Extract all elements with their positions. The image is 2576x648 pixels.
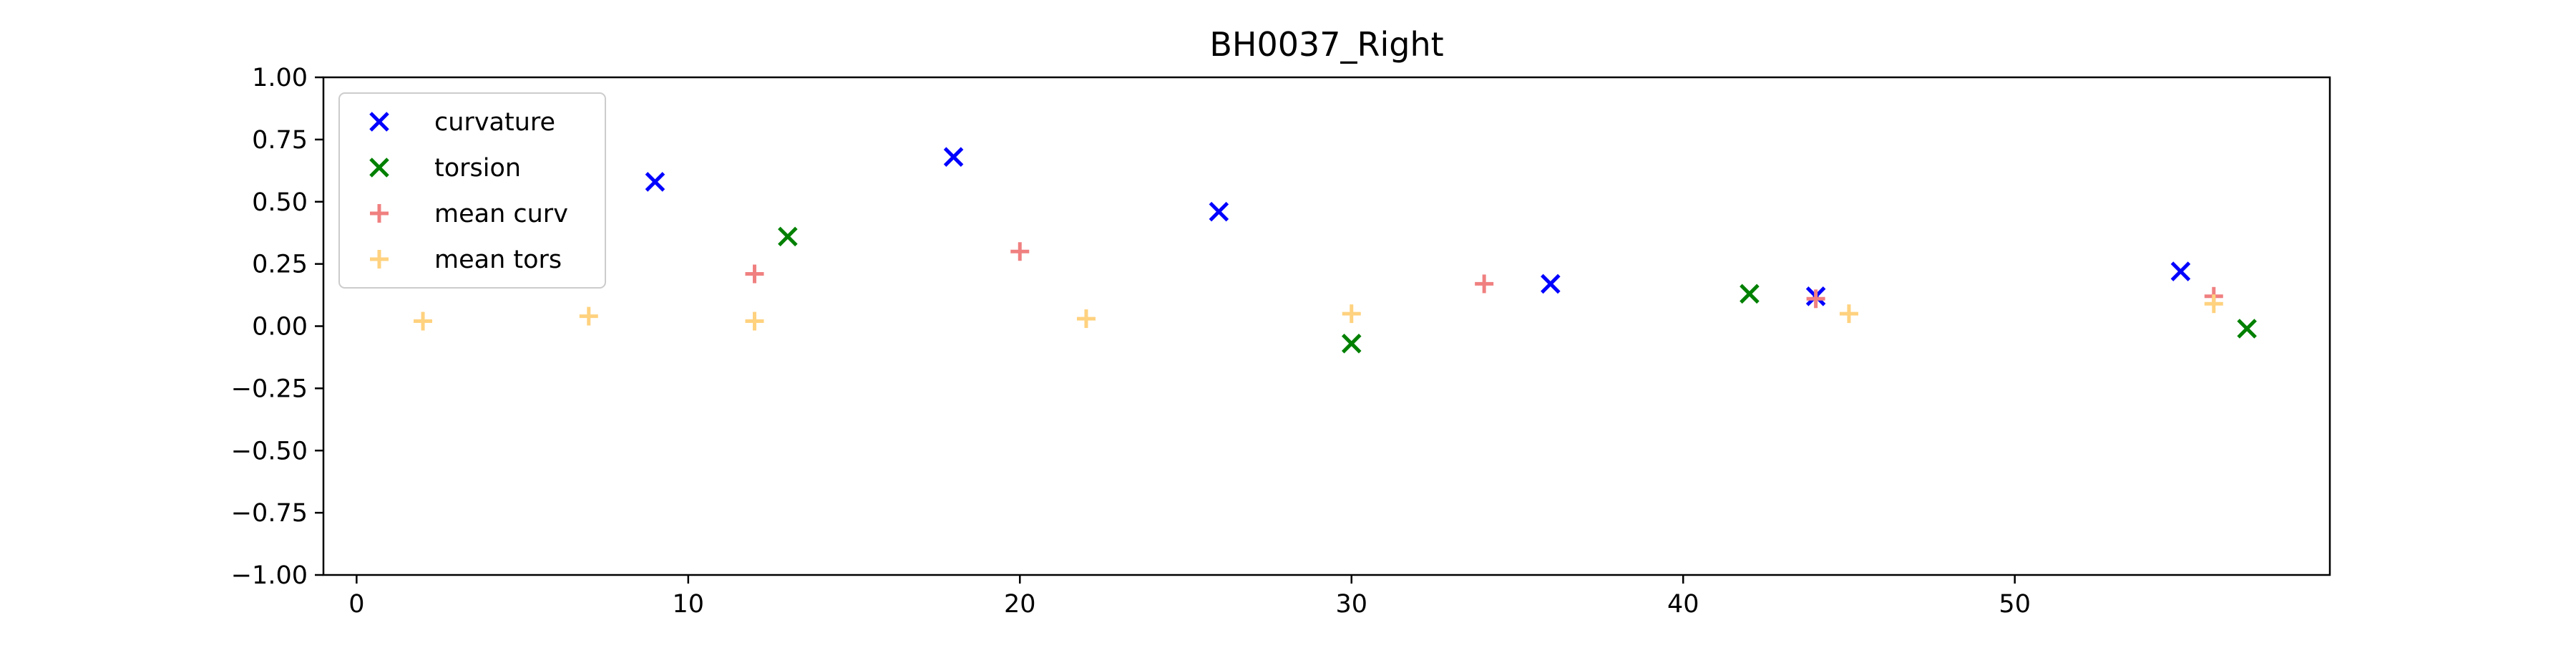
data-point [745,311,764,331]
y-tick-label: 1.00 [252,64,308,92]
data-points [414,147,2257,354]
y-tick-label: −0.50 [231,437,308,465]
series-curvature [645,147,2191,306]
x-tick-label: 0 [348,590,364,619]
data-point [579,306,598,326]
x-tick-label: 30 [1335,590,1367,619]
legend-box [338,92,606,289]
data-point [745,264,764,284]
x-tick-label: 40 [1667,590,1699,619]
series-mean-tors [414,294,2223,331]
legend-marker [370,250,389,269]
data-point [1740,284,1760,304]
data-point [2237,319,2257,339]
data-point [943,147,964,167]
series-mean-curv [745,242,2223,309]
x-tick-label: 50 [1999,590,2031,619]
data-point [778,226,798,247]
axes: 0 10 20 30 40 50 −1.00 −0.75 −0.50 −0.25 0.00 0.25 0… [231,64,2331,619]
data-point [1541,274,1561,294]
legend-label: mean tors [434,246,562,274]
legend-marker [369,158,389,178]
y-tick-label: −0.75 [231,499,308,528]
legend-marker [369,112,389,132]
y-tick-label: 0.25 [252,251,308,279]
data-point [2204,294,2223,314]
data-point [1209,201,1229,222]
plot-frame [322,76,2331,576]
x-tick-label: 20 [1004,590,1036,619]
data-point [414,311,433,331]
y-tick-label: 0.00 [252,313,308,342]
y-tick-label: −0.25 [231,374,308,403]
data-point [1839,304,1858,324]
legend-label: mean curv [434,200,568,228]
data-point [1076,309,1096,329]
legend-marker [370,204,389,223]
x-tick-label: 10 [673,590,705,619]
data-point [1341,334,1362,354]
data-point [645,172,665,192]
y-tick-label: 0.75 [252,126,308,155]
y-tick-label: −1.00 [231,561,308,590]
legend: curvature torsion mean curv mean tors [338,92,606,289]
chart-title: BH0037_Right [1209,25,1443,64]
legend-label: curvature [434,108,555,137]
data-point [1342,304,1361,324]
legend-label: torsion [434,154,521,183]
data-point [1475,274,1494,294]
data-point [2170,261,2191,281]
y-tick-label: 0.50 [252,188,308,217]
data-point [1806,289,1825,309]
data-point [1010,242,1030,261]
series-torsion [778,226,2257,354]
